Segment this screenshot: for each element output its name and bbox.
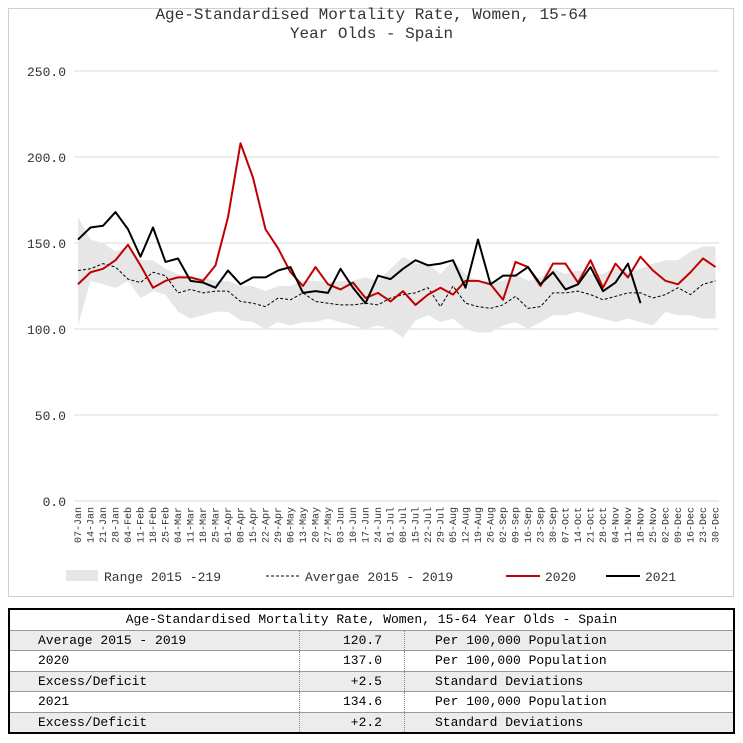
x-tick-label: 19-Aug [474, 507, 485, 543]
chart-title: Age-Standardised Mortality Rate, Women, … [155, 6, 588, 43]
x-tick-label: 16-Dec [687, 507, 698, 543]
x-tick-label: 22-Jul [423, 507, 435, 543]
x-tick-label: 18-Nov [637, 507, 648, 543]
x-tick-label: 08-Jul [398, 507, 410, 543]
x-tick-label: 18-Feb [148, 507, 160, 543]
x-tick-label: 06-May [287, 507, 298, 543]
y-tick-label: 150.0 [27, 237, 66, 252]
table-cell: Excess/Deficit [10, 671, 300, 692]
table-cell: 2020 [10, 651, 300, 671]
legend-label: Range 2015 -219 [104, 570, 221, 585]
x-tick-label: 18-Mar [199, 507, 210, 543]
table-row: Excess/Deficit +2.5 Standard Deviations [10, 670, 733, 692]
table-row: 2021 134.6 Per 100,000 Population [10, 691, 733, 712]
x-tick-label: 10-Jun [349, 507, 360, 543]
range-band [78, 217, 716, 338]
x-tick-label: 24-Jun [374, 507, 385, 543]
x-tick-label: 25-Feb [161, 507, 173, 543]
y-tick-label: 0.0 [43, 495, 66, 510]
x-tick-label: 02-Sep [499, 507, 510, 543]
legend-label: 2020 [545, 570, 576, 585]
table-cell: Excess/Deficit [10, 712, 300, 732]
x-tick-label: 11-Nov [624, 507, 635, 543]
x-tick-label: 23-Dec [699, 507, 710, 543]
y-tick-label: 50.0 [35, 409, 66, 424]
x-tick-label: 21-Oct [587, 507, 598, 543]
x-tick-label: 17-Jun [362, 507, 373, 543]
x-tick-label: 07-Oct [562, 507, 573, 543]
x-tick-label: 02-Dec [662, 507, 673, 543]
series-line [77, 142, 717, 306]
x-tick-label: 30-Dec [712, 507, 723, 543]
x-tick-label: 08-Apr [237, 507, 248, 543]
x-tick-label: 25-Nov [649, 507, 660, 543]
table-cell: 120.7 [300, 631, 405, 651]
x-tick-label: 15-Apr [249, 507, 260, 543]
x-tick-label: 27-May [324, 507, 335, 543]
x-tick-label: 12-Aug [462, 507, 473, 543]
y-tick-label: 100.0 [27, 323, 66, 338]
x-tick-label: 29-Apr [274, 507, 285, 543]
x-tick-label: 16-Sep [524, 507, 535, 543]
table-cell: 137.0 [300, 651, 405, 671]
x-tick-label: 29-Jul [436, 507, 448, 543]
x-tick-label: 11-Mar [187, 507, 198, 543]
x-tick-label: 04-Feb [123, 507, 135, 543]
table-cell: +2.2 [300, 712, 405, 732]
table-cell: +2.5 [300, 671, 405, 692]
legend-label: Avergae 2015 - 2019 [305, 570, 453, 585]
x-tick-label: 21-Jan [99, 507, 110, 543]
chart-frame [8, 8, 734, 597]
x-tick-label: 15-Jul [411, 507, 423, 543]
x-tick-label: 26-Aug [487, 507, 498, 543]
summary-table: Age-Standardised Mortality Rate, Women, … [8, 608, 735, 734]
x-tick-label: 05-Aug [449, 507, 460, 543]
y-tick-label: 250.0 [27, 65, 66, 80]
series-line [77, 211, 642, 305]
table-cell: Per 100,000 Population [435, 653, 607, 669]
table-row: Average 2015 - 2019 120.7 Per 100,000 Popu… [10, 630, 733, 651]
x-tick-label: 30-Sep [549, 507, 560, 543]
table-cell: Standard Deviations [435, 714, 584, 730]
x-tick-label: 22-Apr [262, 507, 273, 543]
x-tick-label: 28-Oct [599, 507, 610, 543]
x-tick-label: 14-Oct [574, 507, 585, 543]
legend-label: 2021 [645, 570, 676, 585]
x-tick-label: 04-Nov [612, 507, 623, 543]
legend-swatch [66, 570, 98, 581]
table-row: Excess/Deficit +2.2 Standard Deviations [10, 711, 733, 732]
table-cell: Standard Deviations [435, 673, 584, 689]
table-cell: 134.6 [300, 692, 405, 712]
x-tick-label: 01-Jul [386, 507, 398, 543]
table-cell: 2021 [10, 692, 300, 712]
series-line [77, 263, 716, 309]
table-cell: Per 100,000 Population [435, 694, 607, 710]
x-tick-label: 14-Jan [87, 507, 98, 543]
x-tick-label: 07-Jan [74, 507, 85, 543]
x-tick-label: 25-Mar [212, 507, 223, 543]
x-tick-label: 09-Sep [512, 507, 523, 543]
y-tick-label: 200.0 [27, 151, 66, 166]
x-tick-label: 04-Mar [174, 507, 185, 543]
x-tick-label: 03-Jun [337, 507, 348, 543]
table-cell: Average 2015 - 2019 [10, 631, 300, 651]
x-tick-label: 28-Jan [112, 507, 123, 543]
x-tick-label: 20-May [312, 507, 323, 543]
x-tick-label: 09-Dec [674, 507, 685, 543]
x-tick-label: 13-May [299, 507, 310, 543]
x-tick-label: 11-Feb [136, 507, 148, 543]
x-tick-label: 01-Apr [224, 507, 235, 543]
table-title: Age-Standardised Mortality Rate, Women, … [125, 612, 618, 627]
table-row: 2020 137.0 Per 100,000 Population [10, 650, 733, 671]
x-tick-label: 23-Sep [537, 507, 548, 543]
table-cell: Per 100,000 Population [435, 633, 607, 648]
